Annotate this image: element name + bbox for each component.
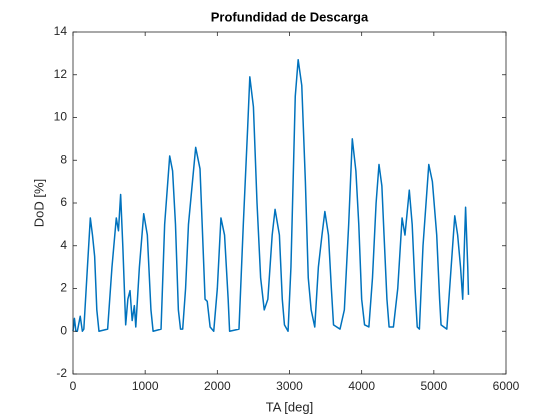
y-tick-label: 10 <box>54 110 68 124</box>
y-axis-label: DoD [%] <box>31 179 46 227</box>
x-tick-label: 5000 <box>420 379 447 393</box>
x-tick-label: 1000 <box>132 379 159 393</box>
x-axis-label: TA [deg] <box>266 399 313 414</box>
y-tick-label: 8 <box>60 152 67 166</box>
y-tick-label: 0 <box>60 323 67 337</box>
y-tick-label: 4 <box>60 238 67 252</box>
x-tick-label: 6000 <box>493 379 520 393</box>
x-tick-label: 4000 <box>348 379 375 393</box>
y-tick-label: 12 <box>54 67 68 81</box>
y-tick-label: 14 <box>54 24 68 38</box>
x-tick-label: 3000 <box>276 379 303 393</box>
y-tick-label: 6 <box>60 195 67 209</box>
x-tick-label: 2000 <box>204 379 231 393</box>
chart-title: Profundidad de Descarga <box>211 9 369 24</box>
x-tick-label: 0 <box>70 379 77 393</box>
data-line <box>72 59 470 332</box>
y-tick-label: -2 <box>56 366 67 380</box>
y-tick-label: 2 <box>60 281 67 295</box>
